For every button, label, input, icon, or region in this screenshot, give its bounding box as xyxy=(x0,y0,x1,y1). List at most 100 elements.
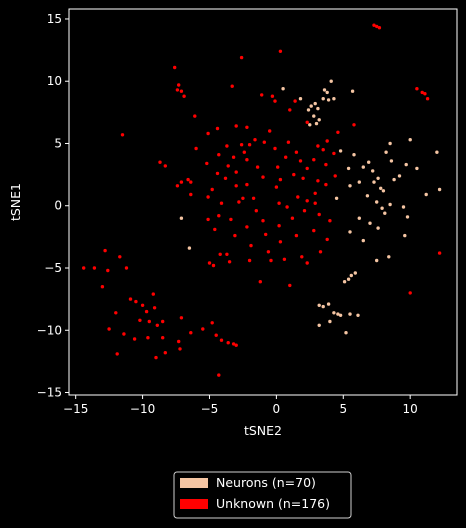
x-tick-label: −10 xyxy=(130,402,155,416)
point-unknown-160 xyxy=(217,373,221,377)
point-unknown-52 xyxy=(298,159,303,163)
point-unknown-104 xyxy=(294,233,299,238)
point-unknown-103 xyxy=(278,240,283,244)
point-unknown-111 xyxy=(282,257,287,261)
point-unknown-83 xyxy=(254,209,258,213)
point-neurons-27 xyxy=(381,189,386,193)
point-unknown-125 xyxy=(100,285,105,289)
point-unknown-48 xyxy=(245,158,249,162)
point-unknown-102 xyxy=(264,232,268,237)
point-unknown-10 xyxy=(278,49,283,53)
point-neurons-64 xyxy=(336,312,340,316)
point-neurons-25 xyxy=(376,176,380,180)
point-unknown-147 xyxy=(177,339,181,344)
point-unknown-98 xyxy=(206,217,210,222)
point-neurons-9 xyxy=(325,90,329,95)
point-neurons-52 xyxy=(376,226,380,230)
point-neurons-53 xyxy=(403,233,407,238)
point-neurons-62 xyxy=(326,302,331,306)
point-neurons-4 xyxy=(312,114,316,118)
point-unknown-21 xyxy=(193,114,197,118)
point-unknown-4 xyxy=(177,83,181,87)
point-unknown-78 xyxy=(324,182,328,187)
point-neurons-13 xyxy=(322,88,327,92)
legend-label-unknown: Unknown (n=176) xyxy=(216,496,330,511)
point-unknown-70 xyxy=(186,177,190,182)
point-neurons-38 xyxy=(437,187,442,192)
point-unknown-129 xyxy=(118,255,122,259)
point-unknown-33 xyxy=(239,143,244,147)
point-unknown-153 xyxy=(201,327,205,331)
point-unknown-105 xyxy=(312,228,316,233)
legend-label-neurons: Neurons (n=70) xyxy=(216,475,316,490)
point-neurons-6 xyxy=(316,106,320,111)
point-unknown-88 xyxy=(189,192,193,197)
point-neurons-29 xyxy=(388,141,392,146)
point-unknown-90 xyxy=(229,217,233,222)
point-unknown-117 xyxy=(225,252,229,256)
point-unknown-72 xyxy=(210,187,214,192)
point-unknown-31 xyxy=(225,144,229,148)
point-unknown-37 xyxy=(273,146,277,151)
point-unknown-97 xyxy=(328,219,332,223)
point-unknown-15 xyxy=(288,108,292,112)
y-tick-label: 10 xyxy=(47,74,62,88)
point-neurons-18 xyxy=(346,166,351,171)
point-unknown-58 xyxy=(234,170,238,174)
point-unknown-12 xyxy=(270,94,275,98)
point-unknown-55 xyxy=(205,161,209,166)
point-unknown-61 xyxy=(278,177,283,182)
point-unknown-96 xyxy=(317,212,321,217)
point-unknown-68 xyxy=(175,184,180,188)
point-unknown-53 xyxy=(305,166,309,171)
point-unknown-14 xyxy=(293,99,297,103)
point-unknown-16 xyxy=(234,124,238,128)
point-unknown-41 xyxy=(325,139,329,143)
point-unknown-84 xyxy=(277,201,281,205)
point-unknown-23 xyxy=(120,133,125,137)
point-unknown-135 xyxy=(144,309,149,314)
point-unknown-93 xyxy=(277,224,281,228)
point-neurons-66 xyxy=(348,312,352,316)
point-neurons-46 xyxy=(380,206,384,210)
point-neurons-7 xyxy=(317,118,321,122)
point-unknown-133 xyxy=(134,299,138,304)
point-unknown-18 xyxy=(305,120,309,125)
point-unknown-13 xyxy=(273,99,277,103)
point-neurons-63 xyxy=(332,311,336,315)
point-unknown-101 xyxy=(249,243,253,248)
y-tick-label: 15 xyxy=(47,12,62,26)
point-unknown-152 xyxy=(115,352,119,356)
point-unknown-143 xyxy=(122,332,126,336)
point-neurons-55 xyxy=(387,255,391,259)
point-unknown-137 xyxy=(151,292,155,296)
point-neurons-21 xyxy=(361,165,365,169)
point-neurons-72 xyxy=(187,246,192,250)
x-tick-label: 10 xyxy=(403,402,418,416)
point-unknown-34 xyxy=(247,143,252,147)
point-unknown-51 xyxy=(284,155,288,159)
point-unknown-138 xyxy=(138,318,142,322)
point-unknown-142 xyxy=(132,337,137,341)
point-unknown-89 xyxy=(217,214,221,218)
point-unknown-67 xyxy=(163,164,167,168)
x-axis-label: tSNE2 xyxy=(244,423,282,438)
point-unknown-140 xyxy=(161,319,165,324)
point-unknown-130 xyxy=(124,266,129,270)
point-unknown-30 xyxy=(217,153,221,157)
point-neurons-69 xyxy=(328,319,332,324)
point-neurons-70 xyxy=(344,331,348,335)
point-neurons-59 xyxy=(342,280,347,284)
point-neurons-10 xyxy=(326,98,331,102)
point-unknown-8 xyxy=(230,84,234,88)
point-neurons-51 xyxy=(361,238,365,243)
legend: Neurons (n=70) Unknown (n=176) xyxy=(173,471,352,519)
point-neurons-56 xyxy=(346,277,351,281)
point-unknown-107 xyxy=(218,252,222,256)
point-neurons-32 xyxy=(397,174,402,178)
point-unknown-40 xyxy=(321,148,325,152)
point-unknown-56 xyxy=(215,171,220,176)
point-unknown-11 xyxy=(260,93,264,97)
point-neurons-49 xyxy=(357,216,361,220)
